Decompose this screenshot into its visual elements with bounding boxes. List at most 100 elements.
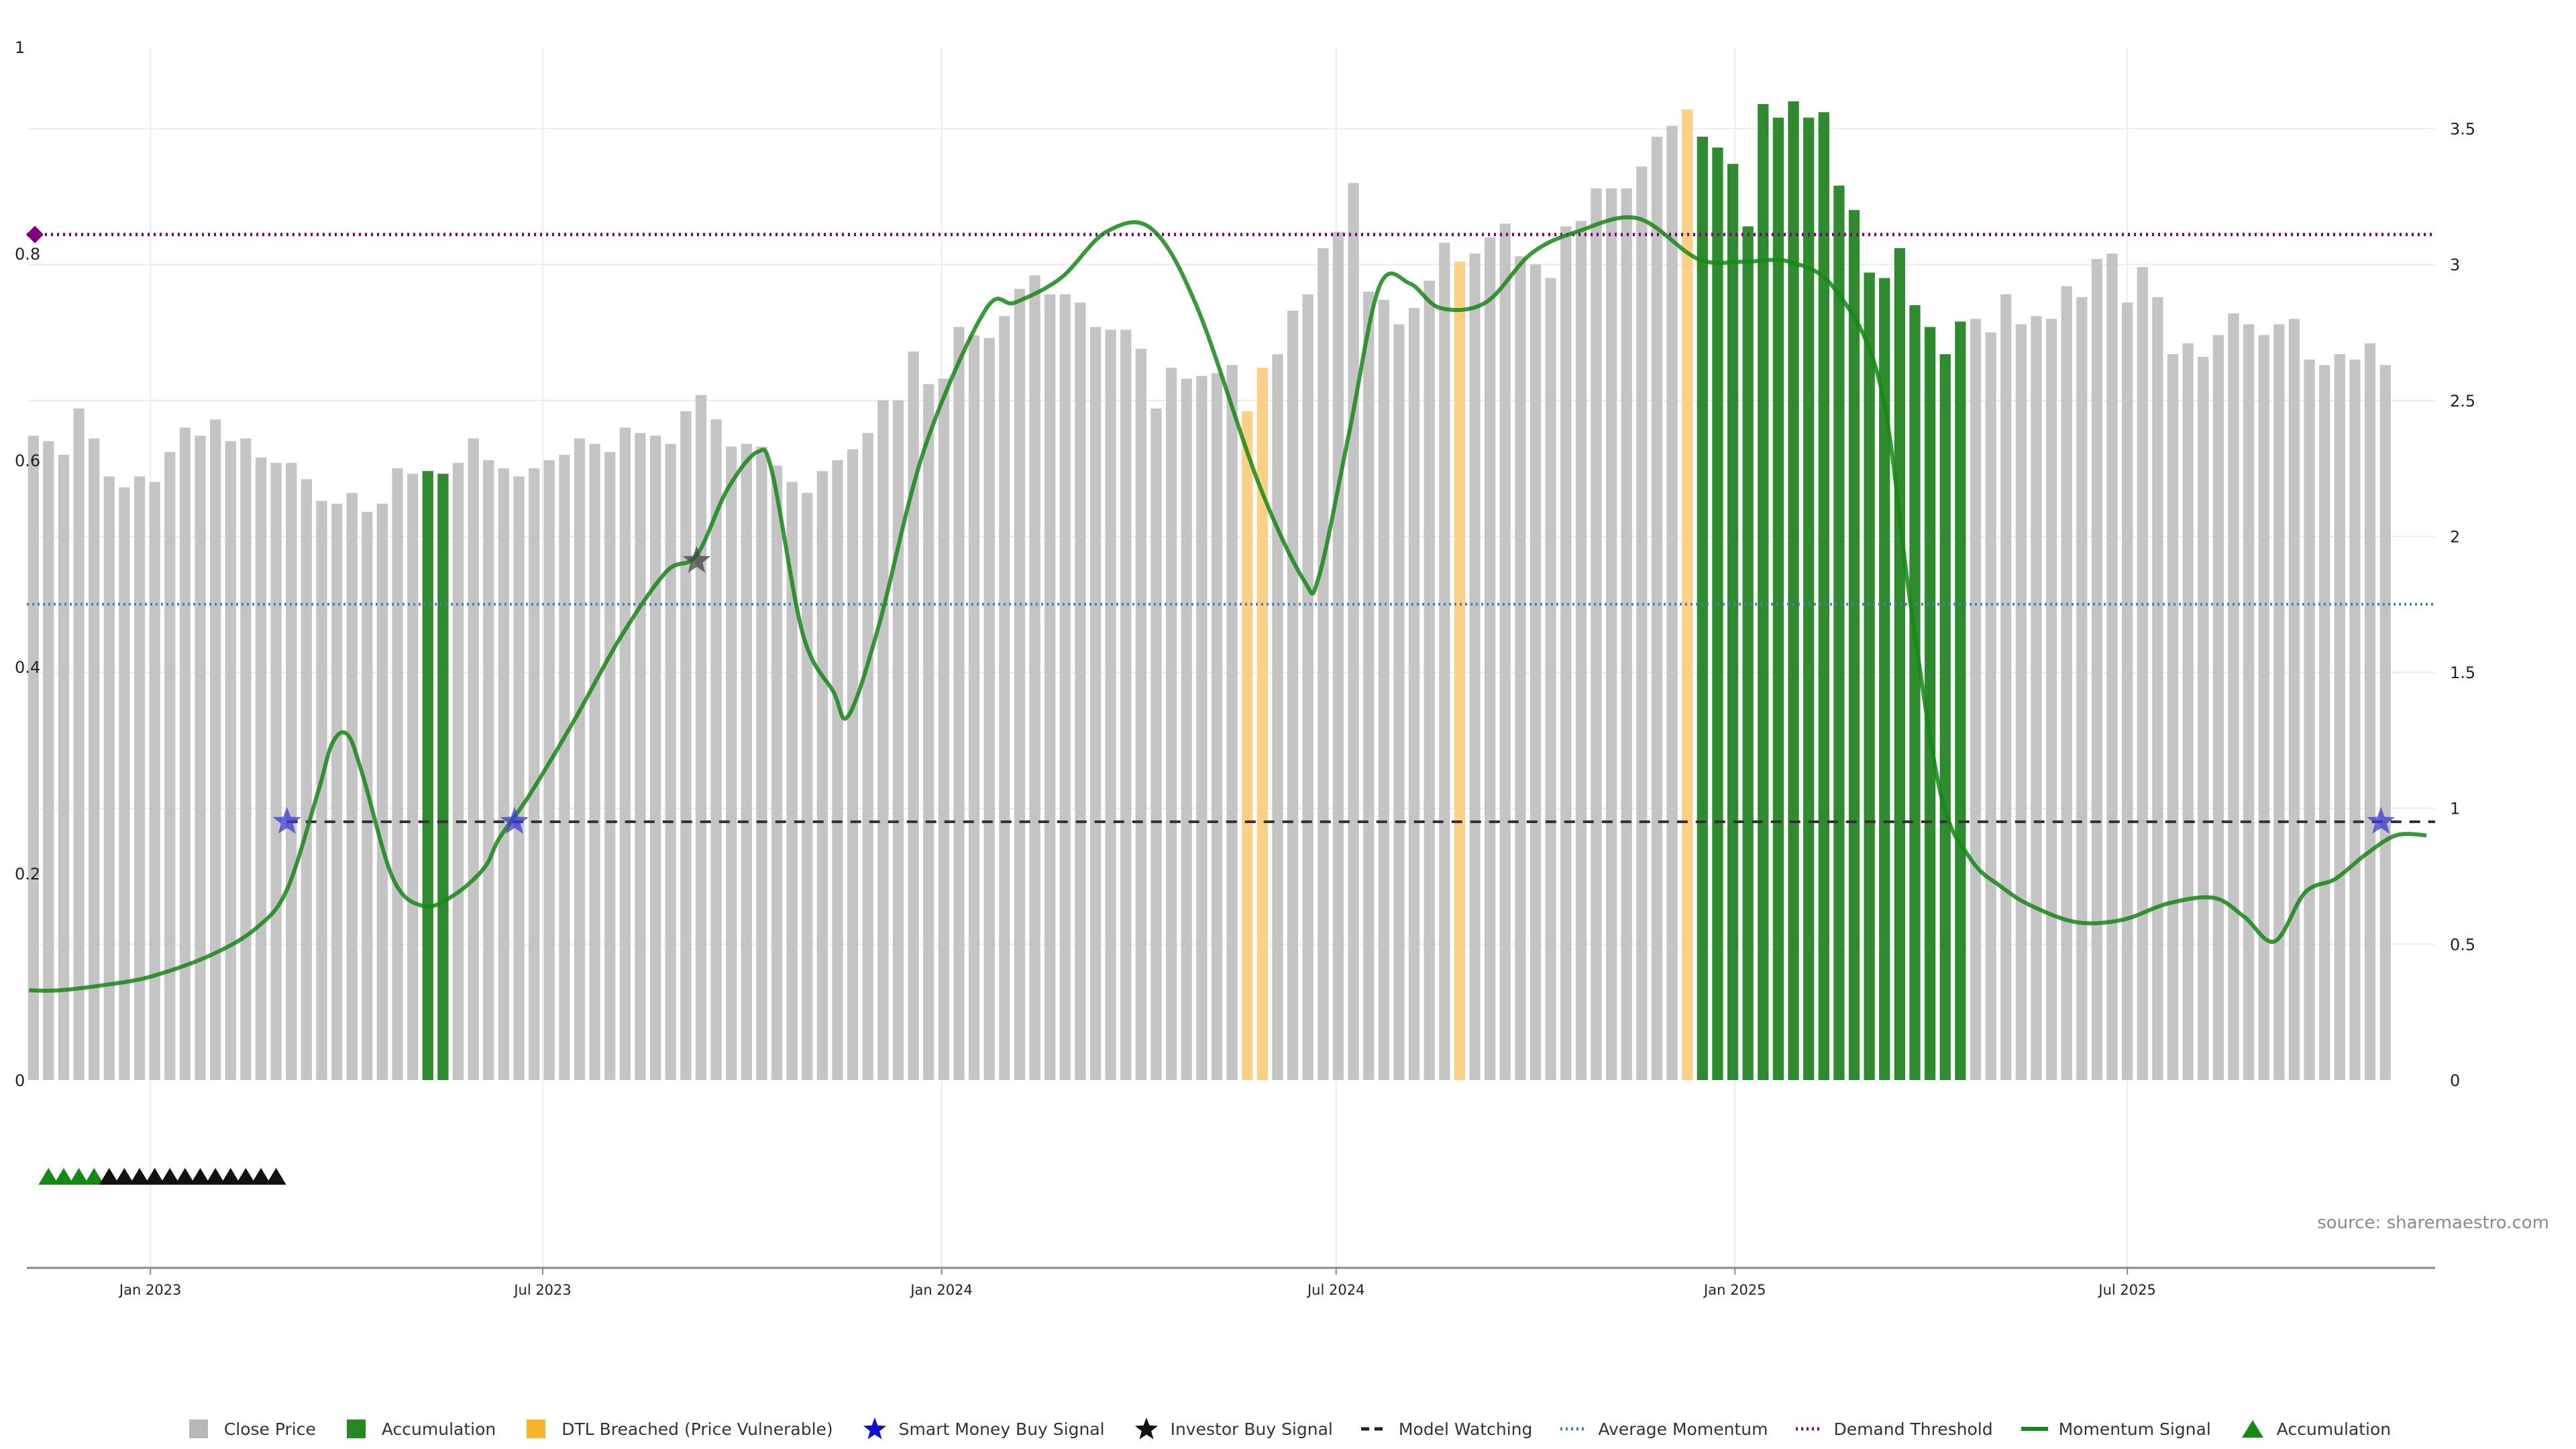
close-price-bar (2304, 360, 2315, 1080)
legend-label: DTL Breached (Price Vulnerable) (561, 1419, 833, 1439)
close-price-bar (255, 457, 267, 1080)
close-price-bar (286, 463, 297, 1080)
close-price-bar (1651, 136, 1663, 1081)
legend-star-icon (1134, 1417, 1158, 1440)
accumulation-bar (1712, 147, 1723, 1080)
close-price-bar (559, 454, 570, 1080)
legend-label: Accumulation (2276, 1419, 2392, 1439)
legend-item: Accumulation (343, 1417, 496, 1441)
close-price-bar (452, 463, 464, 1080)
right-tick-label: 0 (2450, 1071, 2460, 1090)
legend-line-icon (2021, 1427, 2048, 1431)
close-price-bar (2137, 267, 2148, 1080)
close-price-bar (1029, 275, 1040, 1081)
close-price-bar (1332, 231, 1344, 1080)
right-tick-label: 2.5 (2450, 392, 2475, 411)
close-price-bar (1044, 294, 1056, 1081)
close-price-bar (2152, 297, 2163, 1081)
close-price-bar (2015, 324, 2027, 1080)
accumulation-bar (437, 474, 449, 1080)
close-price-bar (2288, 319, 2300, 1080)
close-price-bar (1666, 125, 1678, 1080)
close-price-bar (73, 409, 85, 1080)
legend-item: Average Momentum (1559, 1417, 1768, 1441)
close-price-bar (1393, 324, 1405, 1080)
close-price-bar (908, 351, 919, 1080)
close-price-bar (195, 435, 206, 1080)
accumulation-bar (1772, 117, 1784, 1081)
accumulation-triangle (68, 1168, 89, 1185)
accumulation-bar (1758, 104, 1769, 1081)
accumulation-triangle (53, 1168, 74, 1185)
close-price-bar (2198, 357, 2209, 1080)
close-price-bar (2031, 316, 2042, 1080)
legend-triangle-icon (2241, 1420, 2263, 1438)
right-tick-label: 1.5 (2450, 663, 2475, 682)
close-price-bar (133, 476, 146, 1080)
legend-label: Accumulation (381, 1419, 496, 1439)
left-tick-label: 0.4 (15, 658, 40, 677)
legend-dot-icon (1796, 1427, 1823, 1431)
x-tick-label: Jul 2025 (2097, 1282, 2155, 1298)
close-price-bar (635, 433, 646, 1080)
accumulation-bar (1879, 278, 1890, 1081)
smart-money-buy-signal (500, 807, 529, 834)
accumulation-bar (1788, 101, 1799, 1081)
close-price-bar (771, 466, 783, 1080)
close-price-bar (1135, 348, 1147, 1081)
legend-square-icon (189, 1419, 208, 1438)
close-price-bar (164, 451, 176, 1080)
dtl-breached-bar (1682, 109, 1693, 1080)
close-price-bar (2379, 365, 2391, 1080)
close-price-bar (938, 378, 949, 1080)
close-price-bar (649, 435, 661, 1080)
dtl-breached-bar (1256, 368, 1268, 1081)
x-tick-label: Jul 2024 (1306, 1282, 1364, 1298)
close-price-bar (1120, 329, 1132, 1081)
close-price-bar (468, 438, 479, 1080)
legend-item: Accumulation (2238, 1417, 2391, 1441)
close-price-bar (407, 474, 419, 1080)
accumulation-triangle (38, 1168, 59, 1185)
legend-label: Close Price (223, 1419, 316, 1439)
close-price-bar (2182, 343, 2194, 1081)
close-price-bar (43, 441, 54, 1080)
close-price-bar (1089, 327, 1102, 1081)
close-price-bar (2106, 254, 2118, 1080)
legend-item: Momentum Signal (2020, 1417, 2211, 1441)
close-price-bar (1014, 288, 1026, 1080)
close-price-bar (2000, 294, 2012, 1081)
black-triangle (144, 1168, 165, 1185)
close-price-bar (1970, 319, 1982, 1080)
close-price-bar (2334, 354, 2345, 1080)
close-price-bar (802, 492, 813, 1080)
close-price-bar (1408, 308, 1420, 1081)
close-price-bar (847, 449, 859, 1080)
accumulation-bar (1939, 354, 1951, 1080)
left-tick-label: 0.2 (15, 865, 40, 883)
legend-item: Investor Buy Signal (1132, 1417, 1333, 1441)
left-tick-label: 0 (15, 1071, 25, 1090)
close-price-bar (392, 468, 403, 1080)
close-price-bar (2212, 335, 2224, 1080)
close-price-bar (741, 443, 752, 1080)
black-triangle (99, 1168, 119, 1185)
close-price-bar (574, 438, 586, 1080)
close-price-bar (1545, 278, 1556, 1081)
right-tick-label: 2 (2450, 527, 2460, 546)
close-price-bar (1575, 221, 1587, 1080)
smart-money-buy-signal (272, 807, 301, 834)
close-price-bar (1075, 302, 1086, 1080)
legend-label: Investor Buy Signal (1170, 1419, 1333, 1439)
close-price-bar (331, 503, 343, 1080)
close-price-bar (1272, 354, 1283, 1080)
smart-money-buy-signal (2367, 807, 2396, 834)
accumulation-bar (1864, 272, 1875, 1080)
close-price-bar (179, 427, 191, 1080)
legend-square-icon (346, 1419, 366, 1438)
close-price-bar (816, 471, 828, 1080)
close-price-bar (316, 500, 327, 1080)
black-triangle (235, 1168, 256, 1185)
dtl-breached-bar (1242, 411, 1253, 1080)
